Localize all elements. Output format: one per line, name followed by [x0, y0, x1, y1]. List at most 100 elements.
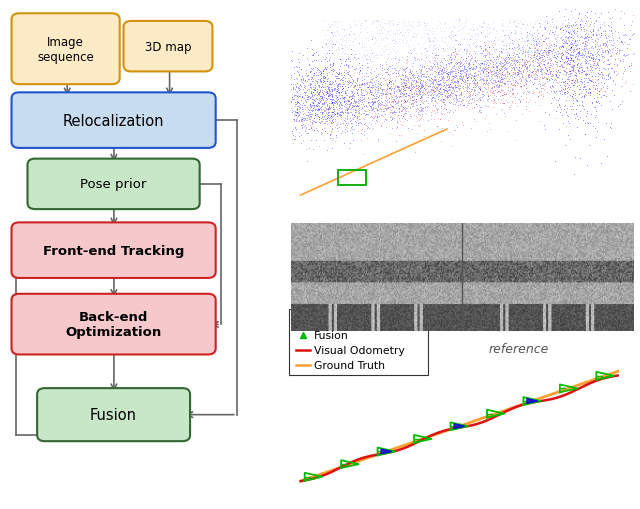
Point	[564, 47, 575, 55]
Point	[317, 100, 328, 108]
Point	[445, 53, 455, 62]
Point	[309, 102, 319, 110]
Point	[576, 17, 586, 25]
Point	[269, 108, 279, 116]
Point	[468, 90, 478, 98]
Point	[502, 69, 512, 77]
Point	[499, 65, 509, 73]
Point	[477, 67, 488, 75]
Point	[623, 36, 634, 44]
Point	[479, 65, 489, 73]
Point	[255, 85, 265, 93]
Point	[332, 74, 342, 82]
Point	[322, 27, 332, 36]
Point	[638, 86, 640, 94]
Point	[387, 70, 397, 78]
Point	[322, 103, 332, 111]
Point	[378, 108, 388, 116]
Point	[513, 96, 523, 104]
Point	[387, 124, 397, 132]
Point	[314, 69, 324, 77]
Point	[527, 35, 538, 43]
Point	[511, 51, 521, 59]
Point	[490, 69, 500, 77]
Point	[598, 92, 609, 100]
Point	[452, 124, 463, 132]
Point	[595, 24, 605, 32]
Point	[349, 82, 360, 90]
Point	[412, 84, 422, 93]
Point	[525, 48, 536, 56]
Point	[498, 79, 508, 88]
Point	[577, 80, 587, 88]
Point	[321, 91, 331, 99]
Point	[404, 66, 415, 74]
Point	[615, 101, 625, 109]
Point	[443, 81, 453, 90]
Point	[317, 75, 328, 83]
Point	[420, 73, 431, 81]
Point	[428, 63, 438, 71]
Point	[434, 74, 444, 82]
Point	[344, 21, 355, 29]
Point	[340, 109, 350, 117]
Point	[543, 49, 554, 57]
Point	[588, 45, 598, 53]
Point	[441, 62, 451, 70]
Point	[360, 86, 371, 94]
Point	[493, 70, 504, 78]
Point	[323, 111, 333, 120]
Point	[291, 125, 301, 133]
Point	[314, 81, 324, 90]
Point	[575, 18, 585, 26]
Point	[276, 95, 286, 103]
Point	[319, 78, 329, 87]
Point	[355, 68, 365, 76]
Point	[417, 65, 427, 73]
Point	[435, 86, 445, 94]
Point	[303, 126, 314, 134]
Point	[428, 79, 438, 87]
Point	[568, 63, 579, 71]
Point	[470, 70, 480, 78]
Point	[546, 88, 556, 96]
Point	[420, 44, 430, 52]
Point	[333, 103, 344, 111]
Point	[564, 45, 575, 53]
Point	[463, 61, 473, 69]
Point	[442, 74, 452, 82]
Point	[282, 104, 292, 112]
Point	[484, 74, 494, 82]
Polygon shape	[454, 424, 464, 429]
Point	[400, 109, 410, 118]
Point	[586, 55, 596, 64]
Point	[247, 143, 257, 151]
Point	[398, 77, 408, 86]
FancyBboxPatch shape	[37, 388, 190, 441]
Point	[469, 72, 479, 80]
Point	[372, 118, 382, 126]
Point	[289, 93, 300, 101]
Point	[413, 76, 423, 84]
Point	[332, 112, 342, 121]
Point	[405, 50, 415, 58]
Point	[297, 73, 307, 81]
Point	[362, 89, 372, 97]
Point	[494, 83, 504, 92]
Point	[387, 98, 397, 106]
Point	[445, 59, 455, 67]
Point	[300, 78, 310, 86]
Point	[323, 102, 333, 110]
Point	[610, 44, 620, 52]
Point	[433, 96, 443, 104]
Point	[307, 108, 317, 116]
Point	[573, 50, 583, 58]
Point	[340, 100, 351, 108]
Point	[590, 73, 600, 81]
Point	[326, 91, 337, 99]
Point	[367, 89, 378, 97]
Point	[487, 80, 497, 88]
Point	[417, 105, 427, 114]
Point	[522, 38, 532, 46]
Point	[497, 70, 508, 78]
